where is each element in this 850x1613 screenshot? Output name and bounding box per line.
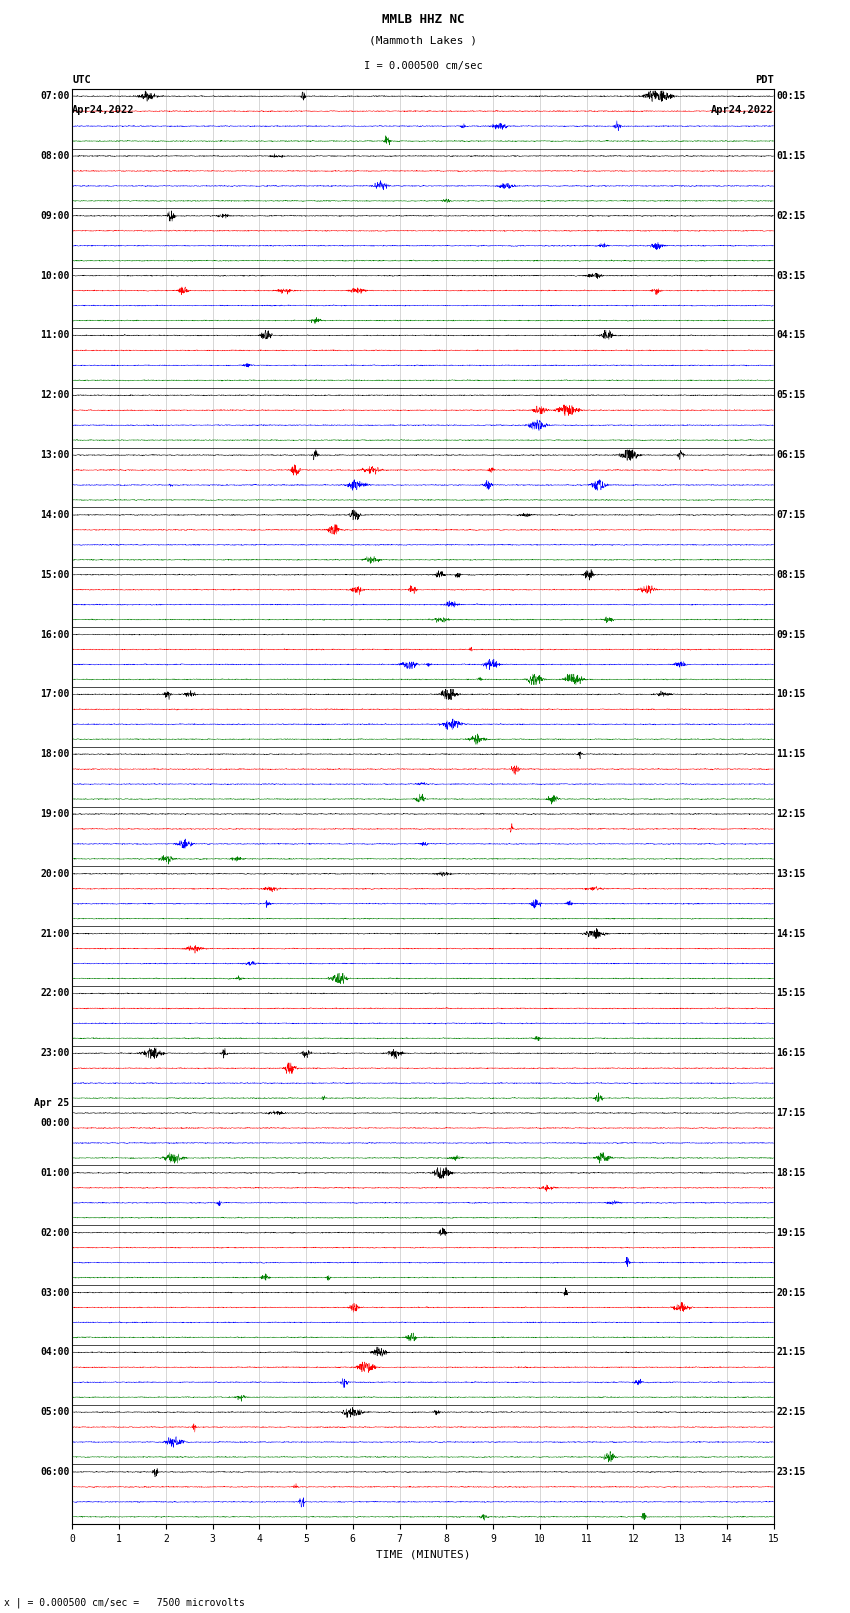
Text: 00:00: 00:00 bbox=[40, 1118, 70, 1127]
Text: PDT: PDT bbox=[755, 76, 774, 85]
Text: 16:00: 16:00 bbox=[40, 629, 70, 639]
Text: 08:00: 08:00 bbox=[40, 152, 70, 161]
Text: 03:00: 03:00 bbox=[40, 1287, 70, 1297]
Text: 19:00: 19:00 bbox=[40, 810, 70, 819]
Text: 16:15: 16:15 bbox=[776, 1048, 806, 1058]
Text: 11:15: 11:15 bbox=[776, 748, 806, 760]
Text: 06:15: 06:15 bbox=[776, 450, 806, 460]
Text: 04:15: 04:15 bbox=[776, 331, 806, 340]
Text: 21:00: 21:00 bbox=[40, 929, 70, 939]
Text: 02:15: 02:15 bbox=[776, 211, 806, 221]
Text: 04:00: 04:00 bbox=[40, 1347, 70, 1357]
Text: Apr24,2022: Apr24,2022 bbox=[72, 105, 135, 115]
Text: x | = 0.000500 cm/sec =   7500 microvolts: x | = 0.000500 cm/sec = 7500 microvolts bbox=[4, 1597, 245, 1608]
Text: 05:00: 05:00 bbox=[40, 1407, 70, 1418]
Text: 09:00: 09:00 bbox=[40, 211, 70, 221]
Text: Apr 25: Apr 25 bbox=[35, 1098, 70, 1108]
Text: 07:00: 07:00 bbox=[40, 92, 70, 102]
Text: 18:00: 18:00 bbox=[40, 748, 70, 760]
Text: 15:15: 15:15 bbox=[776, 989, 806, 998]
Text: 14:00: 14:00 bbox=[40, 510, 70, 519]
Text: 13:00: 13:00 bbox=[40, 450, 70, 460]
Text: (Mammoth Lakes ): (Mammoth Lakes ) bbox=[369, 35, 477, 45]
Text: 14:15: 14:15 bbox=[776, 929, 806, 939]
Text: 05:15: 05:15 bbox=[776, 390, 806, 400]
Text: 00:15: 00:15 bbox=[776, 92, 806, 102]
Text: 01:15: 01:15 bbox=[776, 152, 806, 161]
Text: 12:15: 12:15 bbox=[776, 810, 806, 819]
Text: 15:00: 15:00 bbox=[40, 569, 70, 579]
Text: 23:00: 23:00 bbox=[40, 1048, 70, 1058]
Text: 20:15: 20:15 bbox=[776, 1287, 806, 1297]
Text: 10:00: 10:00 bbox=[40, 271, 70, 281]
Text: 10:15: 10:15 bbox=[776, 689, 806, 700]
Text: I = 0.000500 cm/sec: I = 0.000500 cm/sec bbox=[364, 61, 482, 71]
Text: 20:00: 20:00 bbox=[40, 869, 70, 879]
Text: 01:00: 01:00 bbox=[40, 1168, 70, 1177]
Text: 19:15: 19:15 bbox=[776, 1227, 806, 1237]
Text: 03:15: 03:15 bbox=[776, 271, 806, 281]
Text: MMLB HHZ NC: MMLB HHZ NC bbox=[382, 13, 464, 26]
Text: 11:00: 11:00 bbox=[40, 331, 70, 340]
X-axis label: TIME (MINUTES): TIME (MINUTES) bbox=[376, 1550, 470, 1560]
Text: 07:15: 07:15 bbox=[776, 510, 806, 519]
Text: 18:15: 18:15 bbox=[776, 1168, 806, 1177]
Text: 13:15: 13:15 bbox=[776, 869, 806, 879]
Text: UTC: UTC bbox=[72, 76, 91, 85]
Text: 22:15: 22:15 bbox=[776, 1407, 806, 1418]
Text: 06:00: 06:00 bbox=[40, 1466, 70, 1478]
Text: Apr24,2022: Apr24,2022 bbox=[711, 105, 774, 115]
Text: 12:00: 12:00 bbox=[40, 390, 70, 400]
Text: 23:15: 23:15 bbox=[776, 1466, 806, 1478]
Text: 09:15: 09:15 bbox=[776, 629, 806, 639]
Text: 02:00: 02:00 bbox=[40, 1227, 70, 1237]
Text: 17:00: 17:00 bbox=[40, 689, 70, 700]
Text: 22:00: 22:00 bbox=[40, 989, 70, 998]
Text: 21:15: 21:15 bbox=[776, 1347, 806, 1357]
Text: 17:15: 17:15 bbox=[776, 1108, 806, 1118]
Text: 08:15: 08:15 bbox=[776, 569, 806, 579]
